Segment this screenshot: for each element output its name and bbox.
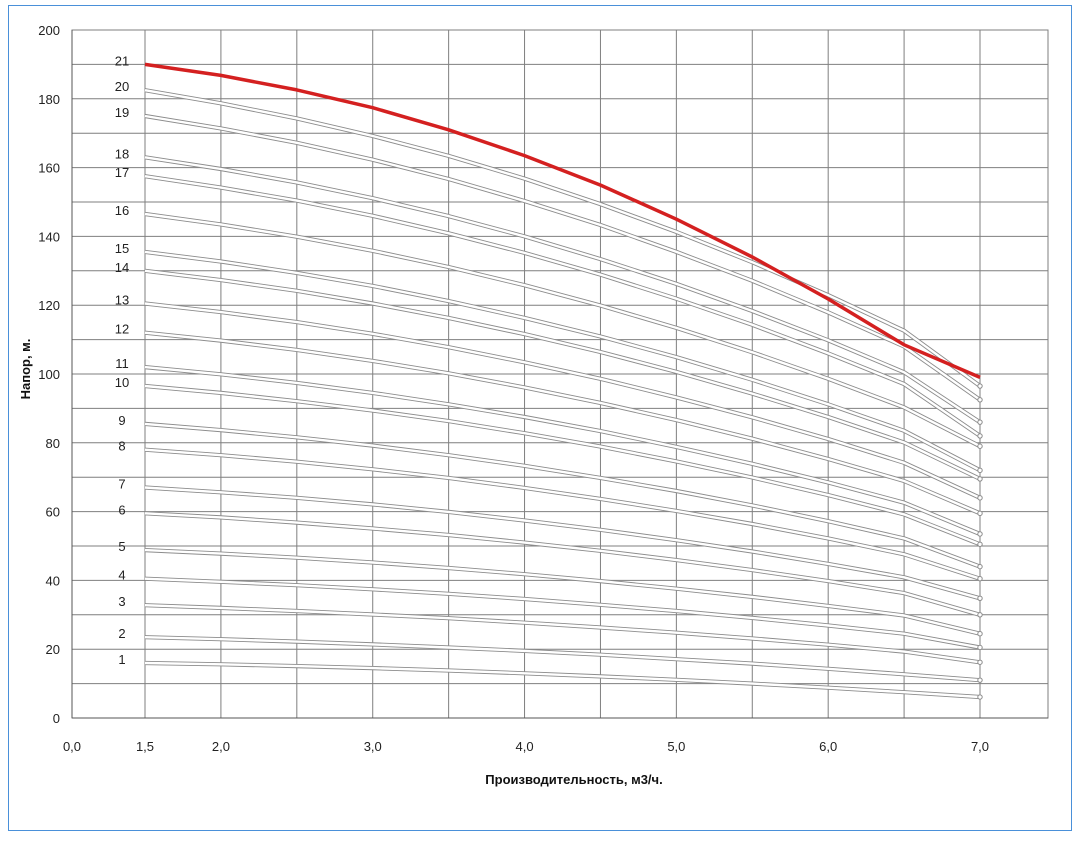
curve-15 (144, 250, 981, 472)
curve-end-marker (977, 694, 983, 700)
y-tick-label: 120 (38, 298, 60, 313)
curve-label-7: 7 (118, 477, 125, 492)
y-tick-label: 140 (38, 229, 60, 244)
curve-1 (144, 661, 981, 699)
y-tick-labels: 0 20 40 60 80 100 120 140 160 180 200 (38, 23, 60, 726)
curve-end-marker (977, 443, 983, 449)
y-tick-label: 200 (38, 23, 60, 38)
curve-13 (144, 302, 981, 499)
curve-end-marker (977, 644, 983, 651)
curve-20 (144, 89, 981, 387)
curve-end-marker (977, 541, 983, 547)
y-tick-label: 180 (38, 92, 60, 107)
curve-label-2: 2 (118, 626, 125, 641)
y-tick-label: 40 (46, 573, 60, 588)
curve-17 (144, 175, 981, 437)
x-tick-label: 5,0 (667, 739, 685, 754)
x-tick-label: 7,0 (971, 739, 989, 754)
y-tick-label: 60 (46, 505, 60, 520)
curve-15-outline (144, 249, 981, 473)
curve-end-marker (977, 476, 983, 482)
curve-label-8: 8 (118, 439, 125, 454)
curve-12 (144, 331, 981, 515)
curve-11 (144, 365, 981, 536)
curve-4 (144, 577, 981, 649)
x-tick-label: 1,5 (136, 739, 154, 754)
curve-14 (144, 269, 981, 480)
x-tick-label: 4,0 (516, 739, 534, 754)
curve-label-14: 14 (115, 260, 129, 275)
curve-label-15: 15 (115, 241, 129, 256)
curve-16 (144, 212, 981, 448)
curve-label-1: 1 (118, 652, 125, 667)
curve-6 (144, 512, 981, 616)
curve-label-3: 3 (118, 594, 125, 609)
curve-end-marker (977, 495, 983, 501)
curve-8-outline (144, 447, 981, 581)
curve-end-marker (977, 575, 983, 582)
y-axis-title: Напор, м. (18, 339, 33, 400)
curve-7 (144, 486, 981, 600)
x-axis-title: Производительность, м3/ч. (485, 772, 662, 787)
curve-end-marker (977, 510, 983, 517)
curve-label-12: 12 (115, 322, 129, 337)
curve-21 (144, 62, 981, 380)
curve-end-marker (977, 383, 983, 389)
curve-label-9: 9 (118, 413, 125, 428)
curve-8 (144, 448, 981, 580)
x-tick-labels: 0,0 1,5 2,0 3,0 4,0 5,0 6,0 7,0 (63, 739, 989, 754)
curve-end-marker (977, 397, 983, 403)
curve-end-marker (977, 659, 983, 665)
curve-label-16: 16 (115, 203, 129, 218)
curve-11-outline (144, 365, 981, 536)
curve-label-19: 19 (115, 105, 129, 120)
curve-5-outline (144, 548, 981, 636)
x-tick-label: 6,0 (819, 739, 837, 754)
y-tick-label: 100 (38, 367, 60, 382)
curve-2 (144, 636, 981, 682)
x-tick-label: 3,0 (364, 739, 382, 754)
curve-4-outline (144, 576, 981, 650)
curve-label-21: 21 (115, 53, 129, 68)
curve-end-marker (977, 419, 983, 425)
curve-1-outline (144, 660, 981, 700)
curve-label-18: 18 (115, 146, 129, 161)
y-tick-label: 160 (38, 161, 60, 176)
curve-10 (144, 384, 981, 546)
x-tick-label: 0,0 (63, 739, 81, 754)
curves (144, 62, 983, 700)
y-tick-label: 20 (46, 642, 60, 657)
curve-label-4: 4 (118, 568, 125, 583)
curve-end-marker (977, 467, 983, 474)
y-tick-label: 80 (46, 436, 60, 451)
x-tick-label: 2,0 (212, 739, 230, 754)
curve-3 (144, 604, 981, 664)
curve-label-20: 20 (115, 79, 129, 94)
curve-end-marker (977, 433, 983, 439)
curve-end-marker (977, 563, 983, 570)
curve-end-marker (977, 612, 983, 618)
curve-label-6: 6 (118, 502, 125, 517)
curve-9 (144, 422, 981, 568)
curve-end-marker (977, 531, 983, 537)
curve-label-13: 13 (115, 292, 129, 307)
axes (71, 30, 1048, 719)
curve-5 (144, 548, 981, 635)
curve-19 (144, 114, 981, 401)
y-tick-label: 0 (53, 711, 60, 726)
curve-end-marker (977, 595, 983, 601)
curve-label-11: 11 (115, 356, 129, 371)
curve-19-outline (144, 113, 982, 402)
curve-label-17: 17 (115, 165, 129, 180)
curve-label-10: 10 (115, 375, 129, 390)
curve-end-marker (977, 631, 983, 637)
curve-label-5: 5 (118, 539, 125, 554)
curve-18 (144, 156, 981, 424)
curve-end-marker (977, 677, 983, 683)
